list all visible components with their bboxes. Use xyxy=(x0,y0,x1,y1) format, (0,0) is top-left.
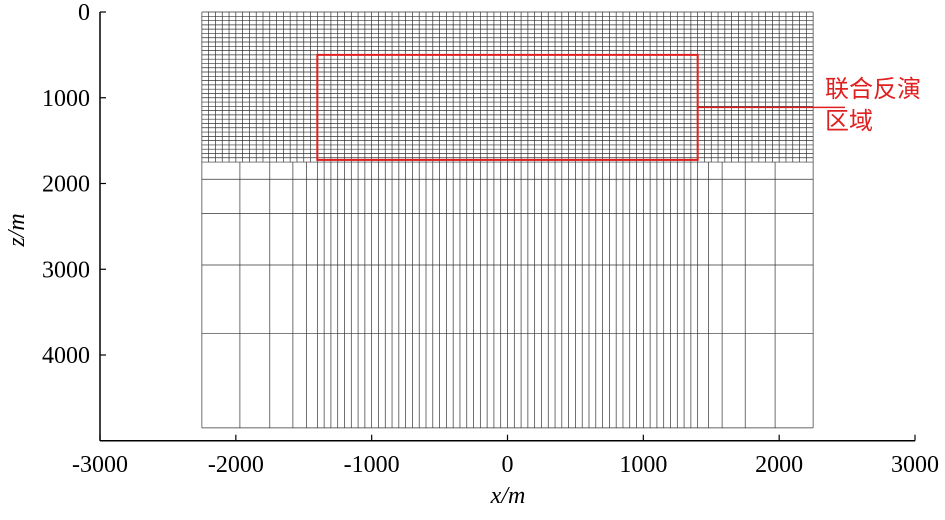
y-tick-label: 4000 xyxy=(42,343,90,369)
y-tick-label: 3000 xyxy=(42,257,90,283)
region-label: 联合反演 xyxy=(825,75,921,103)
x-axis-label: x/m xyxy=(490,483,526,509)
y-tick-label: 2000 xyxy=(42,172,90,198)
x-tick-label: -3000 xyxy=(72,452,128,478)
x-tick-label: 3000 xyxy=(891,452,939,478)
y-tick-label: 0 xyxy=(78,0,90,26)
x-tick-label: -1000 xyxy=(344,452,400,478)
region-label: 区域 xyxy=(825,107,873,135)
x-tick-label: 1000 xyxy=(619,452,667,478)
y-axis-label: z/m xyxy=(4,213,30,247)
x-tick-label: 0 xyxy=(502,452,514,478)
y-tick-label: 1000 xyxy=(42,86,90,112)
x-tick-label: -2000 xyxy=(208,452,264,478)
x-tick-label: 2000 xyxy=(755,452,803,478)
